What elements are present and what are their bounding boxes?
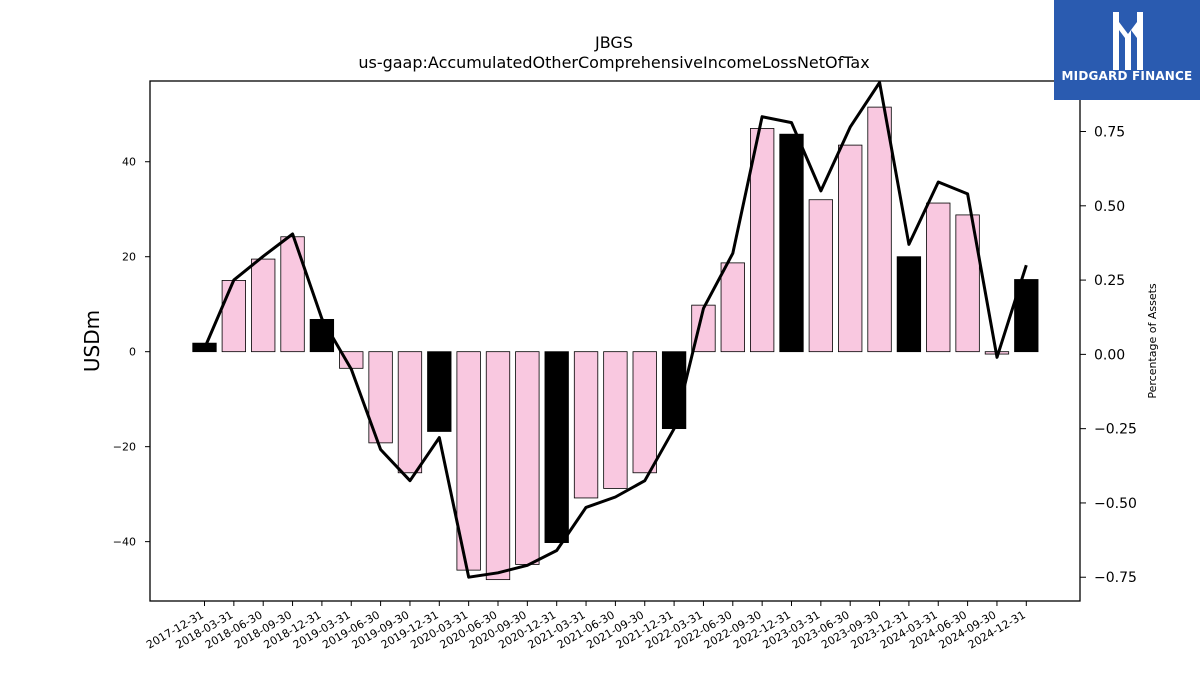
bar-2022-09-30	[750, 128, 775, 353]
y2-tick-label: 0.25	[1094, 273, 1125, 289]
bar-2019-06-30	[368, 351, 393, 444]
y-tick-label: −20	[113, 441, 136, 454]
bar-2021-06-30	[603, 351, 628, 489]
chart-subtitle: us-gaap:AccumulatedOtherComprehensiveInc…	[358, 53, 869, 72]
bar-2018-06-30	[251, 258, 276, 353]
y-tick-label: 20	[122, 251, 136, 264]
bar-2022-12-31	[779, 133, 804, 353]
y-tick-label: 0	[129, 346, 136, 359]
bottom-axis: 2017-12-312018-03-312018-06-302018-09-30…	[144, 601, 1028, 652]
bar-2023-12-31	[896, 256, 922, 353]
bar-2022-03-31	[691, 304, 716, 353]
bar-2020-09-30	[515, 351, 540, 565]
bar-2024-03-31	[926, 202, 951, 353]
right-axis: −0.75 −0.50 −0.25 0.00 0.25 0.50 0.75	[1080, 125, 1137, 586]
y-axis-label: USDm	[80, 310, 104, 372]
line-layer	[203, 81, 1028, 579]
bar-2022-06-30	[720, 262, 745, 353]
y2-tick-label: −0.75	[1094, 570, 1137, 586]
brand-logo: MIDGARD FINANCE	[1054, 0, 1200, 100]
bar-2020-06-30	[485, 351, 511, 581]
bar-2024-12-31	[1014, 279, 1039, 353]
percentage-of-assets-line	[203, 81, 1028, 579]
bar-2021-03-31	[573, 351, 599, 499]
bar-2023-09-30	[867, 106, 892, 353]
y2-tick-label: 0.75	[1094, 125, 1125, 141]
y2-tick-label: −0.25	[1094, 422, 1137, 438]
right-axis-label: Percentage of Assets	[1146, 283, 1159, 399]
y2-tick-label: 0.50	[1094, 199, 1125, 215]
bar-2019-12-31	[427, 351, 452, 432]
bars-group	[192, 106, 1039, 581]
midgard-logo-icon	[1113, 12, 1143, 70]
y2-tick-label: 0.00	[1094, 347, 1125, 363]
y-tick-label: 40	[122, 156, 136, 169]
bar-2020-12-31	[544, 351, 569, 543]
bar-2018-03-31	[221, 280, 247, 353]
bar-2021-09-30	[632, 351, 657, 474]
y2-tick-label: −0.50	[1094, 496, 1137, 512]
bar-2019-09-30	[397, 351, 423, 474]
bar-2024-06-30	[955, 214, 980, 353]
bar-2023-03-31	[808, 199, 833, 353]
chart-title: JBGS	[594, 33, 633, 52]
brand-name: MIDGARD FINANCE	[1061, 69, 1193, 83]
y-tick-label: −40	[113, 536, 136, 549]
left-axis: −40 −20 0 20 40	[113, 156, 150, 549]
bar-2023-06-30	[838, 144, 863, 353]
